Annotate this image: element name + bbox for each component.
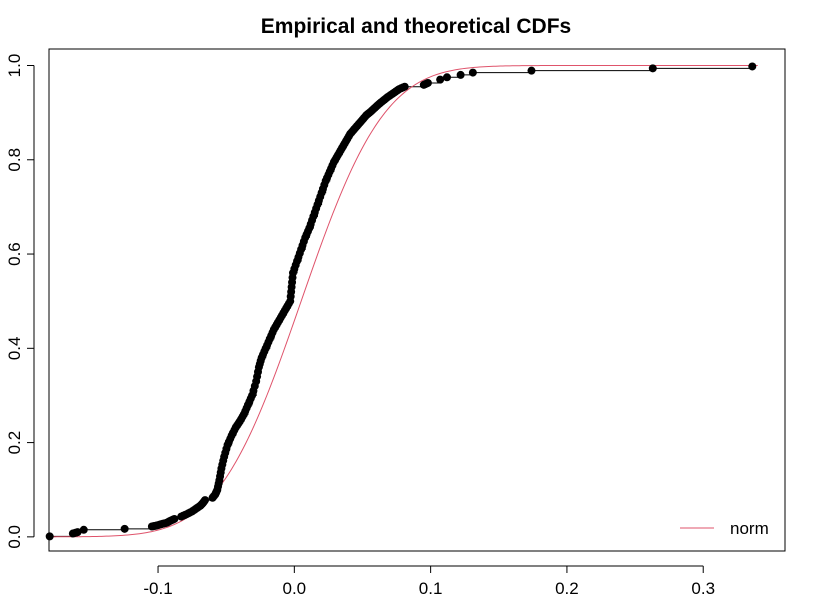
empirical-cdf-point — [324, 170, 333, 179]
axes-layer: -0.1 0.0 0.1 0.2 0.3 0.0 0.2 0.4 0.6 0.8 1.0 — [5, 54, 715, 598]
empirical-cdf-point — [456, 70, 465, 79]
empirical-cdf-point — [242, 404, 251, 413]
empirical-cdf-point — [287, 287, 296, 296]
y-tick-label: 0.2 — [5, 431, 24, 455]
empirical-cdf-point — [312, 204, 321, 213]
x-tick-label: 0.0 — [283, 579, 307, 598]
empirical-cdf-point — [398, 83, 407, 92]
empirical-cdf-point — [303, 227, 312, 236]
plot-frame — [48, 48, 786, 552]
empirical-cdf-point — [72, 528, 81, 537]
empirical-cdf-point — [264, 338, 273, 347]
empirical-cdf-point — [284, 299, 293, 308]
empirical-cdf-point — [260, 347, 269, 356]
empirical-cdf-point — [79, 525, 88, 534]
empirical-cdf-point — [291, 261, 300, 270]
x-tick-label: 0.2 — [555, 579, 579, 598]
empirical-cdf-point — [468, 68, 477, 77]
empirical-cdf-point — [120, 524, 129, 533]
empirical-cdf-point — [214, 479, 223, 488]
empirical-cdf-point — [748, 62, 757, 71]
empirical-cdf-point — [527, 66, 536, 75]
x-tick-label: 0.3 — [691, 579, 715, 598]
empirical-cdf-point — [219, 456, 228, 465]
chart-title: Empirical and theoretical CDFs — [261, 15, 571, 38]
legend: norm — [680, 519, 769, 538]
empirical-cdf-point — [45, 532, 54, 541]
empirical-cdf-point — [222, 444, 231, 453]
norm-cdf-line — [49, 65, 758, 538]
empirical-cdf-point — [422, 79, 431, 88]
plot-layer — [45, 62, 758, 541]
y-tick-label: 1.0 — [5, 54, 24, 78]
empirical-cdf-point — [299, 237, 308, 246]
empirical-cdf-point — [436, 75, 445, 84]
empirical-cdf-point — [253, 367, 262, 376]
y-tick-label: 0.4 — [5, 336, 24, 360]
empirical-cdf-point — [316, 192, 325, 201]
x-tick-label: 0.1 — [419, 579, 443, 598]
empirical-cdf-point — [320, 180, 329, 189]
y-tick-label: 0.0 — [5, 525, 24, 549]
empirical-cdf-point — [216, 468, 225, 477]
empirical-cdf-point — [308, 216, 317, 225]
empirical-cdf-point — [200, 497, 209, 506]
empirical-cdf-point — [295, 249, 304, 258]
empirical-cdf-point — [288, 273, 297, 282]
empirical-cdf-point — [250, 382, 259, 391]
empirical-cdf-point — [256, 356, 265, 365]
x-tick-label: -0.1 — [143, 579, 172, 598]
empirical-cdf-point — [648, 64, 657, 73]
legend-norm-label: norm — [730, 519, 769, 538]
empirical-cdf-point — [246, 394, 255, 403]
y-tick-label: 0.6 — [5, 242, 24, 266]
empirical-cdf-point — [169, 515, 178, 524]
y-tick-label: 0.8 — [5, 148, 24, 172]
empirical-cdf-point — [442, 73, 451, 82]
